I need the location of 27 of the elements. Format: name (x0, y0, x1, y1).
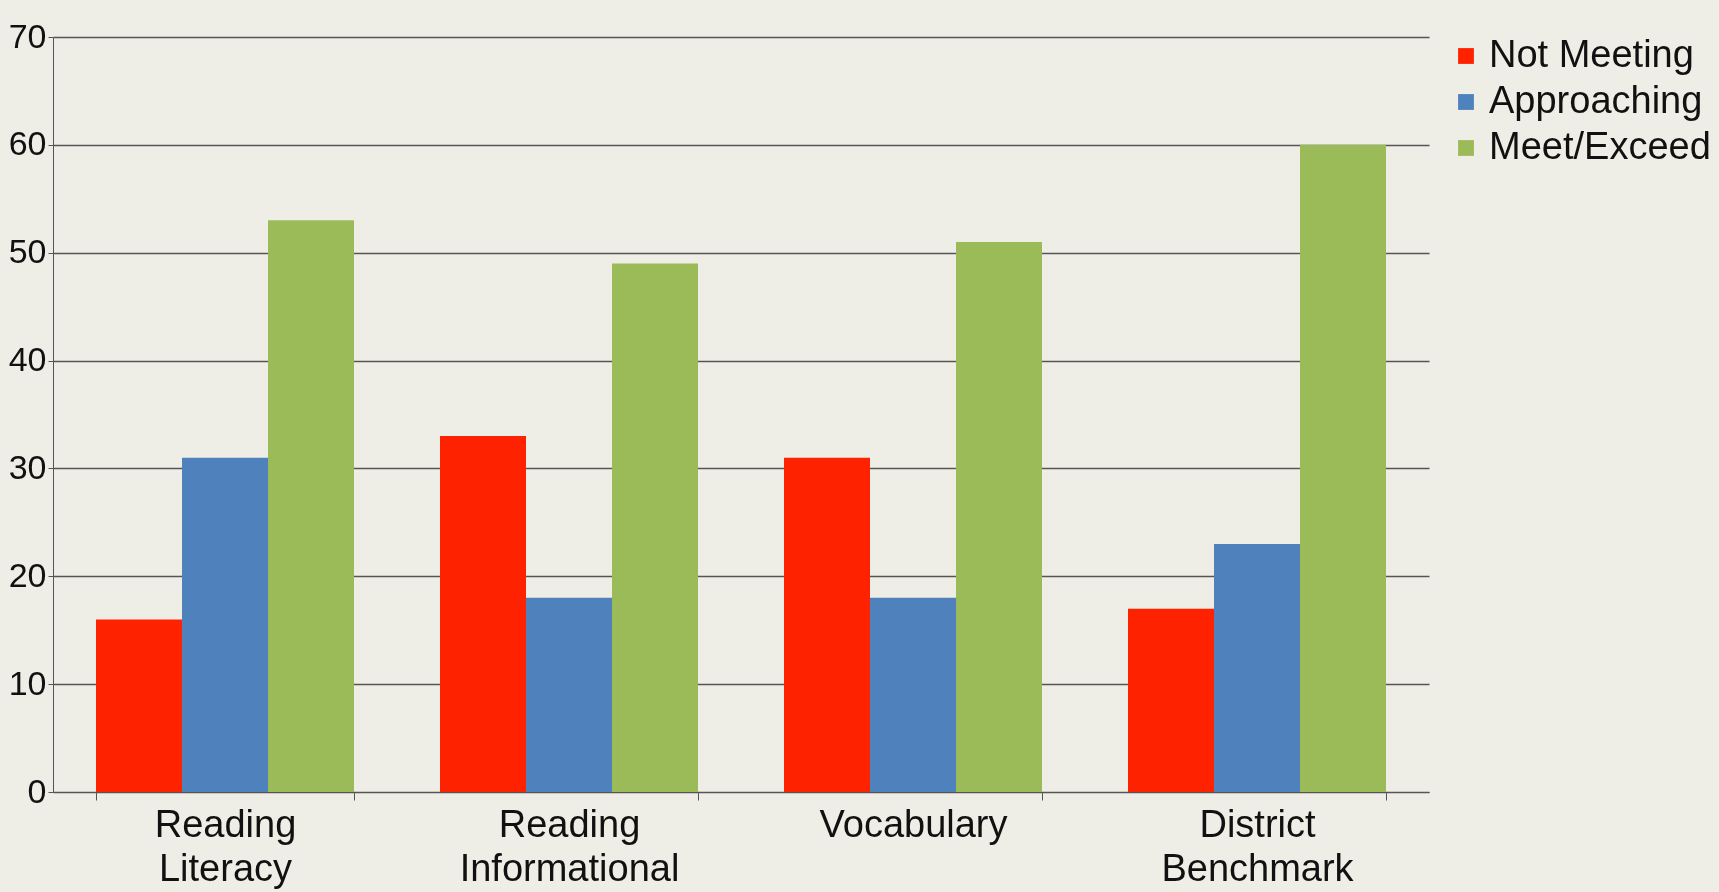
legend-label: Approaching (1489, 79, 1703, 121)
x-tick-label: Vocabulary (819, 802, 1008, 845)
bar (612, 263, 698, 792)
x-tick-label: District Benchmark (1161, 802, 1355, 889)
y-tick-label: 50 (8, 232, 47, 271)
bar (870, 597, 956, 792)
legend-label: Meet/Exceed (1489, 125, 1711, 167)
x-tick-label: Reading Literacy (154, 802, 297, 889)
y-tick-label: 10 (8, 663, 47, 702)
y-tick-label: 0 (27, 771, 47, 810)
y-tick-label: 70 (8, 16, 47, 55)
bar (526, 597, 612, 792)
bar (1128, 608, 1214, 792)
bar (956, 241, 1042, 792)
bar (1214, 543, 1300, 792)
bar (1300, 144, 1386, 792)
bar (182, 457, 268, 792)
bar (96, 619, 182, 792)
bar (784, 457, 870, 792)
y-tick-label: 40 (8, 340, 47, 379)
x-tick-label: Reading Informational (459, 802, 680, 889)
y-tick-label: 30 (8, 447, 47, 486)
y-tick-label: 60 (8, 124, 47, 163)
y-tick-label: 20 (8, 555, 47, 594)
legend-label: Not Meeting (1489, 33, 1694, 75)
bar (268, 220, 354, 792)
bar (440, 436, 526, 792)
